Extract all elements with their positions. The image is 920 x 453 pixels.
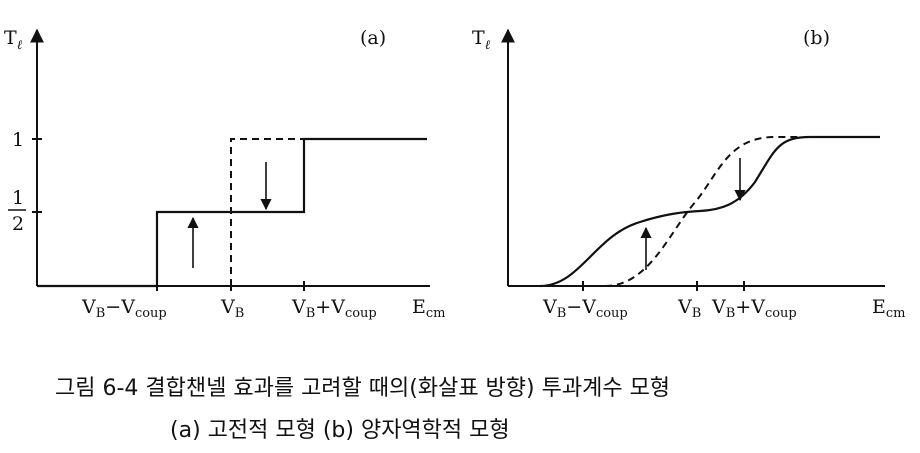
panel-b-x-tick-label-mid: VB: [677, 296, 701, 321]
panel-a-y-tick-label-half-den: 2: [12, 213, 24, 235]
panel-a-dashed-step-curve: [230, 138, 304, 286]
panel-b-dashed-curve: [604, 136, 800, 287]
panel-a-y-tick-label-1: 1: [12, 129, 24, 151]
panel-b-x-tick-label-right: VB+Vcoup: [711, 296, 797, 321]
panel-b-tag: (b): [803, 27, 830, 49]
panel-b-x-tick-label-left: VB−Vcoup: [542, 296, 628, 321]
panel-a-x-tick-label-right: VB+Vcoup: [291, 296, 377, 321]
panel-a-y-tick-label-half-num: 1: [12, 187, 24, 209]
panel-a-y-label: Tℓ: [4, 27, 23, 53]
panel-b-y-label: Tℓ: [472, 27, 491, 53]
figure-caption-line1: 그림 6-4 결합챈넬 효과를 고려할 때의(화살표 방향) 투과계수 모형: [55, 376, 671, 401]
panel-a-x-tick-label-left: VB−Vcoup: [81, 296, 167, 321]
panel-b-solid-curve: [539, 135, 880, 288]
panel-a-x-label: Ecm: [412, 296, 445, 321]
panel-b-x-label: Ecm: [872, 296, 905, 321]
panel-a-x-tick-label-mid: VB: [220, 296, 244, 321]
panel-b: Tℓ (b) VB−Vcoup VB VB+Vcoup Ecm: [472, 27, 905, 321]
figure: Tℓ (a) 1 1 2 VB−Vcoup VB VB+Vcoup Ecm Tℓ…: [4, 27, 905, 321]
figure-caption-line2: (a) 고전적 모형 (b) 양자역학적 모형: [170, 418, 510, 443]
panel-a: Tℓ (a) 1 1 2 VB−Vcoup VB VB+Vcoup Ecm: [4, 27, 445, 321]
panel-a-tag: (a): [360, 27, 386, 49]
